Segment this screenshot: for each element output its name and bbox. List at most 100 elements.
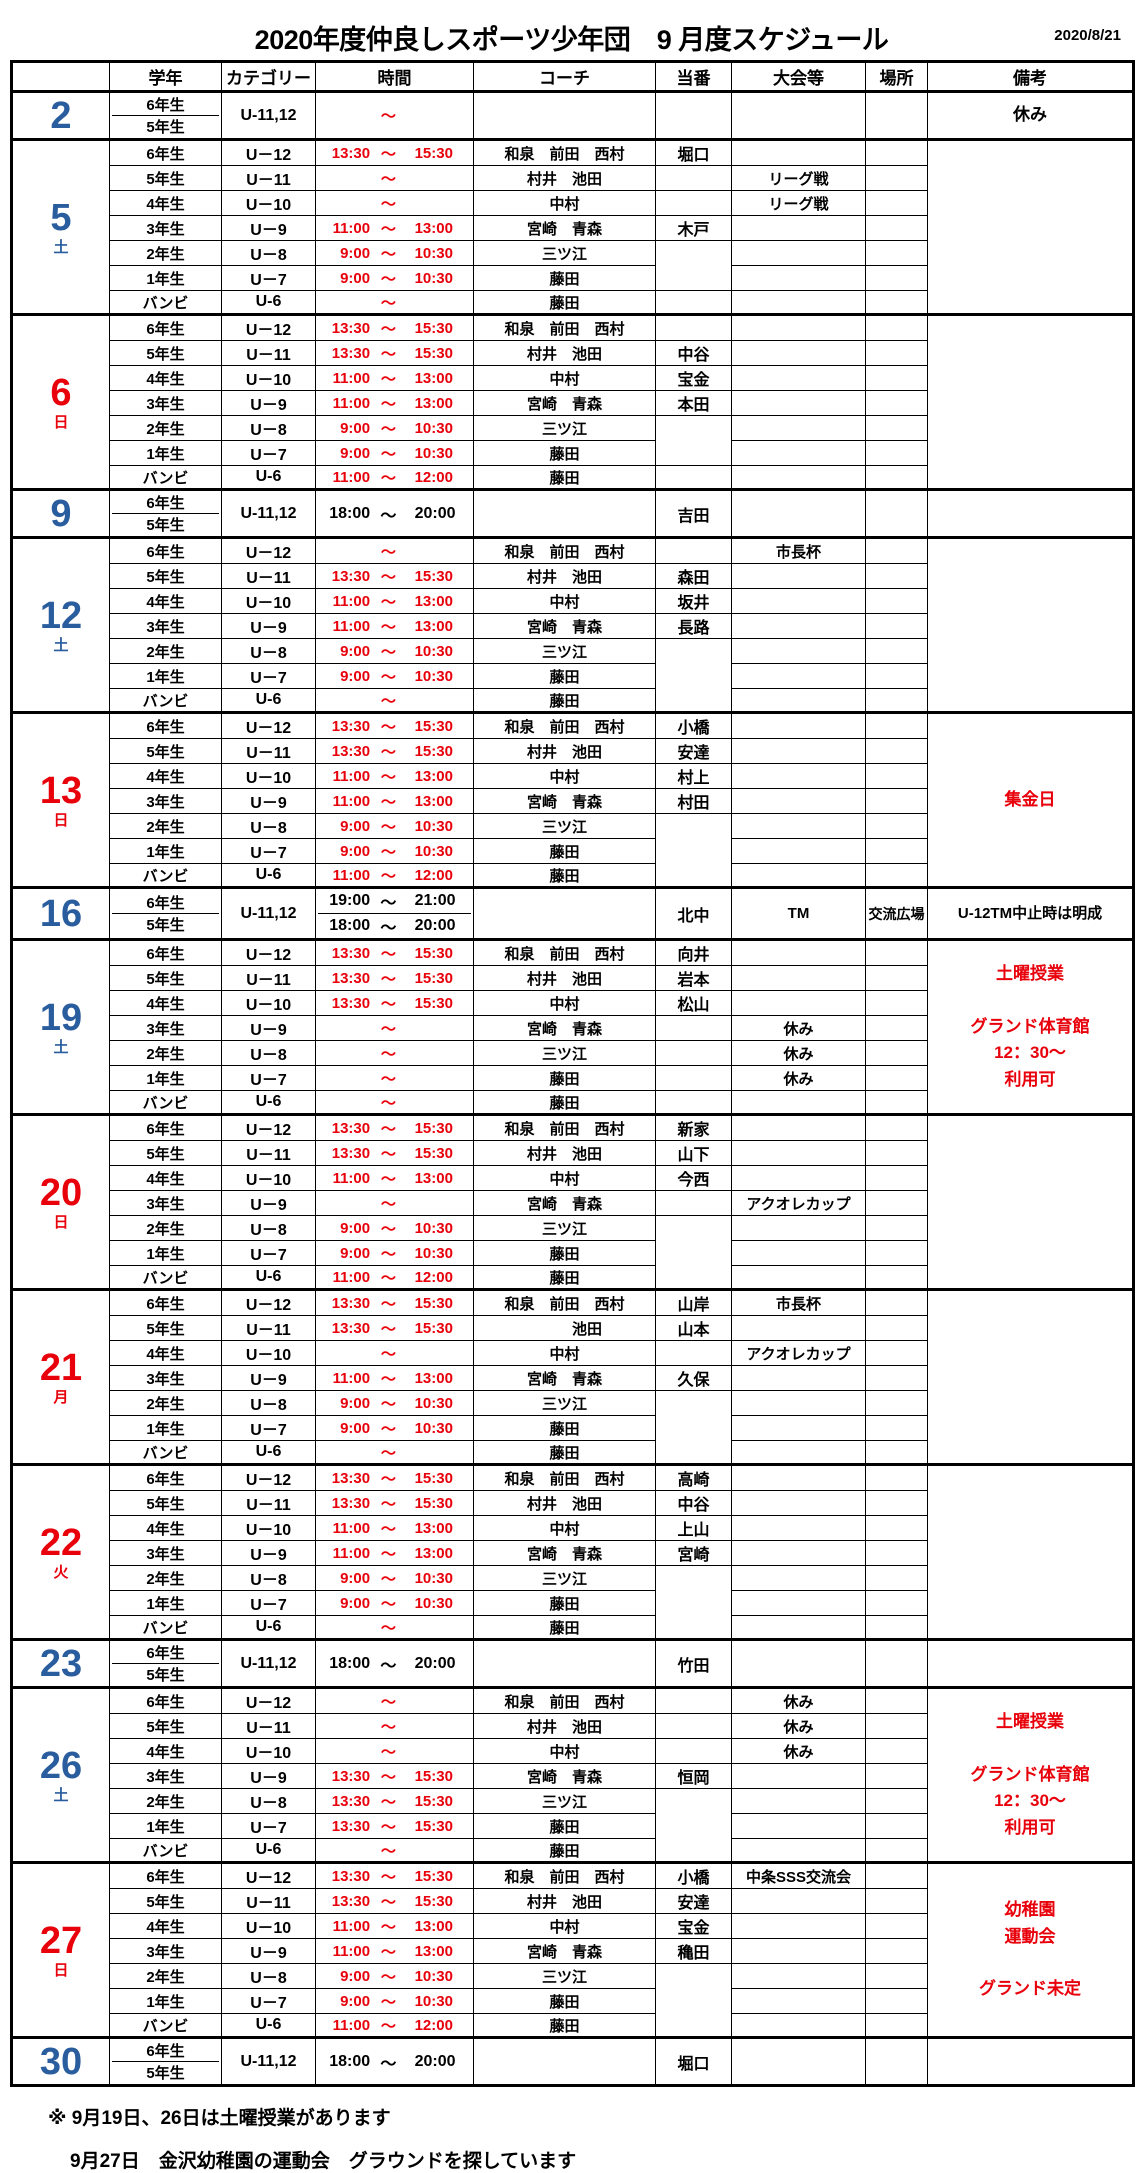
time-cell: 13:30 ～ 15:30 [315,1763,474,1789]
time-end: 10:30 [414,642,453,660]
grade-cell: バンビ [109,2013,222,2038]
coach-cell [473,2036,656,2086]
column-header-coach: コーチ [473,61,656,93]
place-cell [865,390,928,416]
duty-cell: 岩本 [655,965,732,991]
day-of-week: 日 [53,414,69,431]
schedule-row: 1年生 U－7 9:00 ～ 10:30 藤田 [12,1590,1134,1616]
time-cell: 9:00 ～ 10:30 [315,1590,474,1616]
grade-cell: 1年生 [109,838,222,864]
time-separator: ～ [380,1718,396,1736]
time-cell: 9:00 ～ 10:30 [315,240,474,266]
grade-cell: 5年生 [109,1713,222,1739]
category-cell: U－11 [221,1315,316,1341]
day-of-week: 日 [53,1962,69,1979]
place-cell [865,613,928,639]
coach-cell: 中村 [473,763,656,789]
time-start: 13:30 [331,1867,371,1885]
time-separator: ～ [380,370,396,388]
footnote-2: 9月27日 金沢幼稚園の運動会 グラウンドを探しています [70,2151,577,2172]
time-cell: 11:00 ～ 13:00 [315,763,474,789]
schedule-row: 26 土 6年生 U－12 ～和泉 前田 西村 休み 土曜授業 グランド体育館 12：30～ 利用… [11,1686,1134,1863]
coach-cell: 村井 池田 [473,738,656,764]
time-separator: ～ [380,1145,396,1163]
schedule-row: 13 日 6年生 U－12 13:30 ～ 15:30 和泉 前田 西村 小橋 集金日 [11,711,1134,888]
day-number: 26 [39,1745,83,1787]
competition-cell [731,1963,866,1989]
time-separator: ～ [380,895,397,912]
competition-cell [731,863,866,888]
grade-label: 5年生 [146,917,185,934]
time-cell: ～ [315,1340,474,1366]
category-cell: U－8 [221,638,316,664]
column-header-duty: 当番 [655,61,732,93]
time-start: 11:00 [332,394,371,412]
time-separator: ～ [380,1943,396,1961]
grade-cell: 4年生 [109,365,222,391]
coach-cell: 宮崎 青森 [473,1190,656,1216]
time-end: 20:00 [414,2052,456,2070]
remark-cell: 土曜授業 グランド体育館 12：30～ 利用可 [927,1686,1134,1863]
competition-cell [731,1763,866,1789]
day-cell: 27 日 [11,1861,110,2038]
grade-cell: 5年生 [109,165,222,191]
place-cell [865,1988,928,2014]
coach-cell: 中村 [473,190,656,216]
coach-cell: 中村 [473,1340,656,1366]
time-cell: ～ [315,1686,474,1714]
coach-cell: 中村 [473,365,656,391]
schedule-row: 27 日 6年生 U－12 13:30 ～ 15:30 和泉 前田 西村 小橋 中条SSS交流会幼… [11,1861,1134,2038]
time-cell: ～ [315,1440,474,1465]
coach-cell: 村井 池田 [473,1490,656,1516]
grade-cell: 2年生 [109,1040,222,1066]
category-cell: U－11 [221,1490,316,1516]
time-end: 15:30 [414,742,453,760]
coach-cell: 藤田 [473,663,656,689]
competition-cell [731,488,866,538]
column-header-day [11,61,110,93]
day-cell: 30 [11,2036,110,2086]
time-cell: ～ [315,1015,474,1041]
duty-cell [655,190,732,216]
time-cell: 9:00 ～ 10:30 [315,663,474,689]
time-end: 20:00 [414,917,456,934]
time-separator: ～ [380,445,396,463]
schedule-row: 5年生 U－11 ～ 村井 池田 リーグ戦 [12,165,1134,191]
place-cell [865,1838,928,1863]
time-start: 11:00 [332,369,371,387]
time-cell: 11:00 ～ 13:00 [315,365,474,391]
time-end: 20:00 [414,504,456,522]
remark-cell [927,488,1134,538]
time-separator: ～ [380,320,396,338]
time-cell: 13:30 ～ 15:30 [315,1463,474,1491]
schedule-row: 2 6年生 5年生 U-11,12 ～休み [11,90,1134,140]
day-cell: 21 月 [11,1288,110,1465]
time-cell: 13:30 ～ 15:30 [315,1861,474,1889]
time-separator: ～ [380,1045,396,1063]
time-end: 13:00 [414,617,453,635]
time-cell: 13:30 ～ 15:30 [315,313,474,341]
duty-cell [655,165,732,191]
coach-cell: 藤田 [473,1090,656,1115]
time-cell: 13:30 ～ 15:30 [315,1788,474,1814]
competition-cell [731,965,866,991]
time-start: 13:30 [331,1817,371,1835]
grade-cell: バンビ [109,1090,222,1115]
time-start: 11:00 [332,1169,371,1187]
coach-cell: 藤田 [473,688,656,713]
coach-cell: 宮崎 青森 [473,613,656,639]
grade-cell: 5年生 [109,1315,222,1341]
remark-cell: 幼稚園 運動会 グランド未定 [927,1861,1134,2038]
time-separator: ～ [380,1245,396,1263]
duty-cell: 森田 [655,563,732,589]
time-end: 10:30 [414,842,453,860]
column-header-time: 時間 [315,61,474,93]
time-start: 9:00 [340,1244,371,1262]
time-cell: ～ [315,1190,474,1216]
time-separator: ～ [380,507,397,525]
coach-cell: 中村 [473,588,656,614]
competition-cell [731,90,866,140]
grade-cell: 6年生 [109,938,222,966]
category-cell: U－12 [221,1113,316,1141]
column-header-category: カテゴリー [221,61,316,93]
